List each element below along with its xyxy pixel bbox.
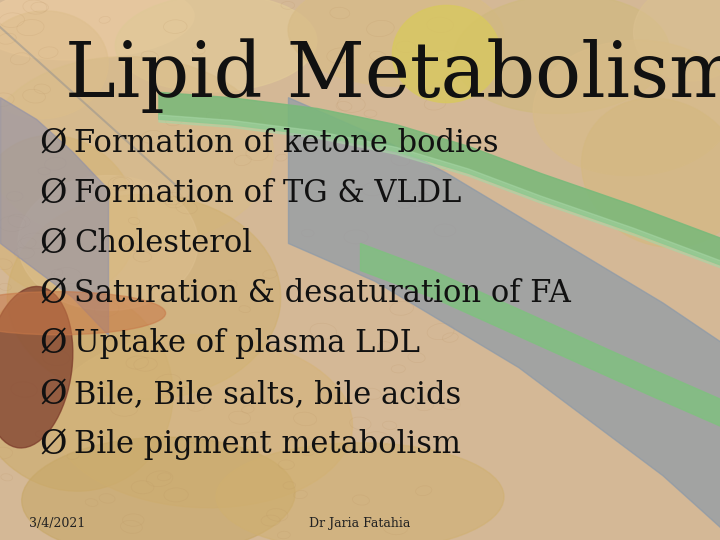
Ellipse shape [288,0,504,86]
Text: Ø: Ø [40,278,67,310]
Text: Formation of TG & VLDL: Formation of TG & VLDL [74,178,462,209]
Ellipse shape [454,0,670,113]
Text: Cholesterol: Cholesterol [74,228,252,259]
Text: Ø: Ø [40,177,67,210]
Ellipse shape [533,40,720,176]
Ellipse shape [0,286,173,491]
Ellipse shape [392,5,500,103]
Ellipse shape [0,292,166,335]
Ellipse shape [0,0,194,60]
Ellipse shape [115,0,317,92]
Ellipse shape [0,286,73,448]
Text: Ø: Ø [40,127,67,159]
Ellipse shape [216,443,504,540]
Ellipse shape [0,136,138,296]
Ellipse shape [634,0,720,81]
Text: Ø: Ø [40,378,67,410]
Text: Formation of ketone bodies: Formation of ketone bodies [74,127,499,159]
Text: Bile, Bile salts, bile acids: Bile, Bile salts, bile acids [74,379,462,410]
Text: Uptake of plasma LDL: Uptake of plasma LDL [74,328,420,360]
Ellipse shape [0,57,274,246]
Text: Ø: Ø [40,227,67,260]
Ellipse shape [0,11,108,119]
Text: Dr Jaria Fatahia: Dr Jaria Fatahia [310,517,410,530]
Ellipse shape [22,437,295,540]
Ellipse shape [50,335,353,508]
Text: Lipid Metabolism: Lipid Metabolism [65,38,720,112]
Text: 3/4/2021: 3/4/2021 [29,517,85,530]
Text: Ø: Ø [40,428,67,461]
Text: Saturation & desaturation of FA: Saturation & desaturation of FA [74,278,571,309]
Text: Ø: Ø [40,328,67,360]
Ellipse shape [18,176,198,310]
Ellipse shape [582,98,720,247]
Text: Bile pigment metabolism: Bile pigment metabolism [74,429,462,460]
Ellipse shape [7,194,281,400]
